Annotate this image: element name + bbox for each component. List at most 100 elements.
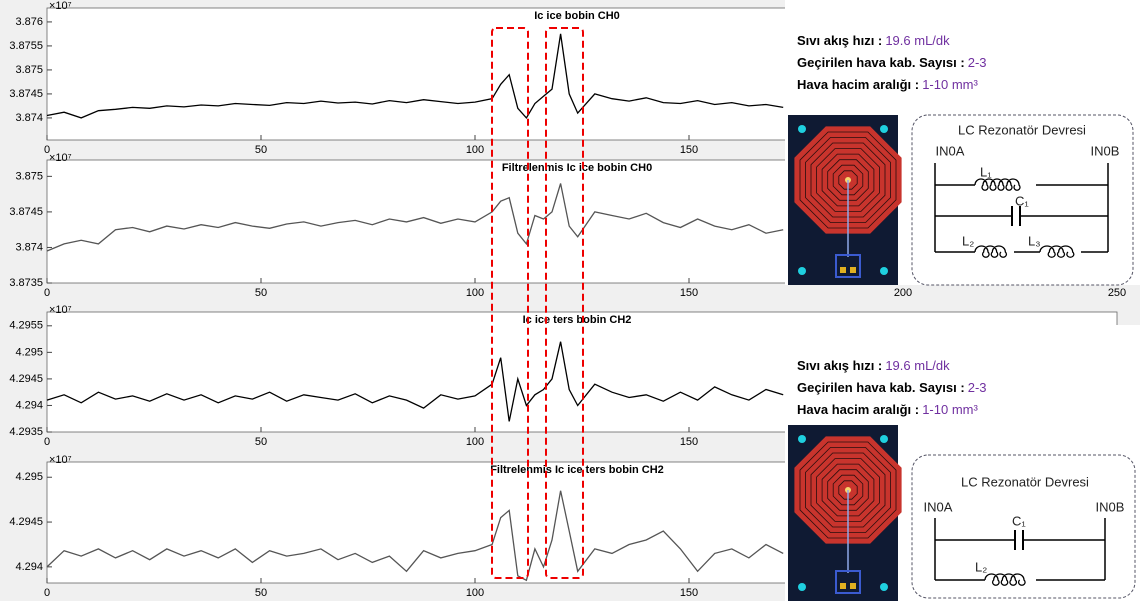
x-tick-label: 150: [680, 144, 698, 156]
y-tick-label: 3.875: [15, 64, 43, 76]
inductor: [1039, 245, 1075, 258]
mount-hole: [880, 125, 888, 133]
y-tick-label: 3.874: [15, 112, 43, 124]
y-tick-label: 3.876: [15, 16, 43, 28]
component-label: L₃: [1028, 233, 1041, 248]
circuit-terminal: IN0B: [1096, 499, 1125, 514]
y-tick-label: 3.8755: [9, 40, 43, 52]
x-tick-label: 150: [680, 287, 698, 299]
y-tick-label: 3.8735: [9, 277, 43, 289]
inductor: [974, 178, 1021, 191]
x-tick-label: 50: [255, 587, 267, 599]
circuit-wire: [934, 518, 1106, 581]
x-tick-label: 150: [680, 587, 698, 599]
connector-pin: [850, 583, 856, 589]
x-tick-label: 250: [1108, 287, 1126, 299]
coil-trace: [799, 441, 897, 539]
x-tick-label: 0: [44, 587, 50, 599]
circuit-terminal: IN0A: [924, 499, 953, 514]
coil-trace: [821, 153, 875, 207]
parameter-label: Geçirilen hava kab. Sayısı :: [797, 380, 965, 395]
inductor: [974, 245, 1008, 258]
parameter: Geçirilen hava kab. Sayısı : 2-3: [797, 55, 987, 70]
y-tick-label: 3.875: [15, 170, 43, 182]
parameter: Hava hacim aralığı : 1-10 mm³: [797, 402, 978, 417]
y-tick-label: 3.874: [15, 241, 43, 253]
parameter-value: 2-3: [968, 55, 987, 70]
x-tick-label: 0: [44, 436, 50, 448]
signal-line: [46, 183, 784, 252]
x-tick-label: 100: [466, 287, 484, 299]
exponent-label: ×10⁷: [49, 152, 72, 164]
highlight-box: [491, 27, 529, 579]
mount-hole: [880, 267, 888, 275]
chart-title: Filtrelenmis Ic ice ters bobin CH2: [490, 464, 664, 476]
mount-hole: [798, 435, 806, 443]
x-tick-label: 0: [44, 144, 50, 156]
y-tick-label: 3.8745: [9, 206, 43, 218]
x-tick-label: 200: [894, 287, 912, 299]
mount-hole: [798, 125, 806, 133]
connector-pin: [850, 267, 856, 273]
coil-trace: [827, 469, 869, 511]
parameter-label: Sıvı akış hızı :: [797, 33, 882, 48]
connector: [835, 570, 861, 594]
mount-hole: [880, 583, 888, 591]
coil-trace: [832, 474, 864, 506]
coil-trace: [816, 458, 880, 522]
parameter-label: Geçirilen hava kab. Sayısı :: [797, 55, 965, 70]
connector-pin: [840, 583, 846, 589]
coil-trace: [821, 463, 875, 517]
exponent-label: ×10⁷: [49, 304, 72, 316]
parameter-value: 19.6 mL/dk: [885, 358, 950, 373]
x-tick-label: 100: [466, 436, 484, 448]
connector-pin: [840, 267, 846, 273]
y-tick-label: 4.294: [15, 399, 43, 411]
parameter-label: Hava hacim aralığı :: [797, 402, 919, 417]
parameter: Sıvı akış hızı : 19.6 mL/dk: [797, 33, 950, 48]
y-tick-label: 4.2945: [9, 516, 43, 528]
highlight-box: [545, 27, 584, 579]
y-tick-label: 4.295: [15, 346, 43, 358]
coil-trace: [838, 480, 858, 500]
mount-hole: [798, 583, 806, 591]
x-tick-label: 50: [255, 144, 267, 156]
component-label: C₁: [1012, 513, 1026, 528]
mount-hole: [798, 267, 806, 275]
x-tick-label: 150: [680, 436, 698, 448]
y-tick-label: 4.2955: [9, 320, 43, 332]
coil-trace: [810, 452, 886, 528]
parameter: Hava hacim aralığı : 1-10 mm³: [797, 77, 978, 92]
parameter: Sıvı akış hızı : 19.6 mL/dk: [797, 358, 950, 373]
coil-trace: [816, 148, 880, 212]
parameter-value: 1-10 mm³: [922, 402, 978, 417]
component-label: L₁: [980, 164, 992, 179]
mount-hole: [880, 435, 888, 443]
parameter-value: 1-10 mm³: [922, 77, 978, 92]
y-tick-label: 4.2935: [9, 426, 43, 438]
coil-trace: [805, 447, 891, 533]
parameter-label: Sıvı akış hızı :: [797, 358, 882, 373]
y-tick-label: 4.295: [15, 471, 43, 483]
signal-line: [46, 33, 784, 119]
x-tick-label: 100: [466, 587, 484, 599]
circuit-title: LC Rezonatör Devresi: [961, 474, 1089, 489]
parameter-value: 19.6 mL/dk: [885, 33, 950, 48]
y-tick-label: 3.8745: [9, 88, 43, 100]
coil-trace: [805, 137, 891, 223]
component-label: L₂: [962, 233, 974, 248]
circuit-wire: [934, 163, 1109, 253]
component-label: L₂: [975, 559, 987, 574]
signal-line: [46, 341, 784, 422]
parameter-value: 2-3: [968, 380, 987, 395]
circuit-terminal: IN0B: [1091, 143, 1120, 158]
coil-trace: [832, 164, 864, 196]
chart-title: Ic ice bobin CH0: [534, 10, 620, 22]
component-label: C₁: [1015, 193, 1029, 208]
x-tick-label: 0: [44, 287, 50, 299]
coil-trace: [810, 142, 886, 218]
signal-line: [46, 490, 784, 582]
y-tick-label: 4.294: [15, 561, 43, 573]
circuit-title: LC Rezonatör Devresi: [958, 122, 1086, 137]
